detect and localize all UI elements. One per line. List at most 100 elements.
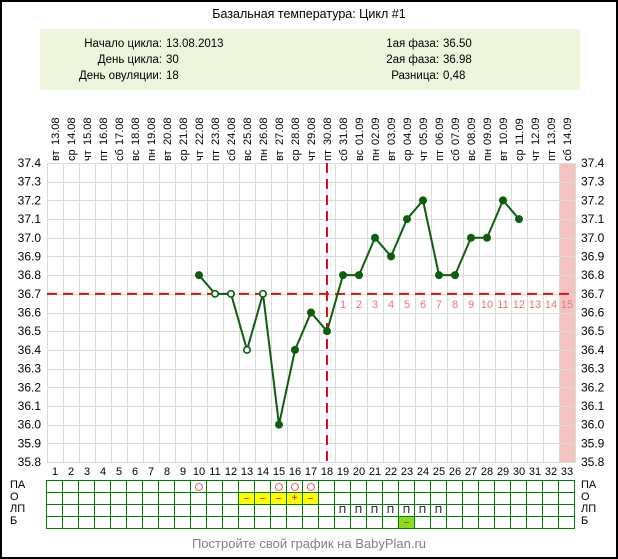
date-label: 31.08: [338, 117, 350, 145]
weekday-label: пн: [258, 149, 270, 161]
y-axis-label: 36.6: [581, 306, 605, 320]
row-label: ПА: [581, 479, 597, 491]
difference-row: Разница: 0,48: [340, 68, 580, 84]
weekday-label: ср: [66, 149, 78, 161]
intercourse-mark-icon: [290, 483, 299, 491]
y-axis-label: 36.4: [581, 343, 605, 357]
difference-label: Разница:: [391, 70, 439, 82]
weekday-label: ср: [402, 149, 414, 161]
date-label: 12.09: [530, 117, 542, 145]
cycle-start-value: 13.08.2013: [166, 38, 224, 50]
y-axis-label: 36.9: [581, 249, 605, 263]
weekday-label: пн: [146, 149, 158, 161]
symbol-cell: [143, 481, 159, 493]
date-label: 20.08: [162, 117, 174, 145]
day-number: 13: [241, 466, 253, 478]
dpo-number: 10: [481, 299, 493, 311]
y-axis-label: 37.1: [18, 212, 42, 226]
cycle-start-label: Начало цикла:: [84, 38, 162, 50]
phase2-value: 36.98: [443, 54, 472, 66]
temp-point-open: [243, 345, 252, 354]
symbol-cell: П: [399, 505, 415, 517]
temp-point-open: [227, 289, 236, 298]
symbol-cell: [63, 493, 79, 505]
symbol-cell: [447, 493, 463, 505]
symbol-cell: [479, 517, 495, 529]
date-label: 16.08: [98, 117, 110, 145]
date-label: 18.08: [130, 117, 142, 145]
date-label: 11.09: [514, 118, 526, 145]
dpo-number: 5: [404, 299, 410, 311]
phase1-value: 36.50: [443, 38, 472, 50]
symbol-cell: [559, 493, 575, 505]
date-label: 24.08: [226, 117, 238, 145]
row-label: ЛП: [10, 503, 26, 515]
y-axis-label: 37.4: [581, 156, 605, 170]
y-axis-label: 37.0: [18, 231, 42, 245]
weekday-label: ср: [514, 149, 526, 161]
weekday-label: чт: [82, 150, 94, 161]
temp-point: [354, 271, 363, 280]
y-axis-label: 36.5: [18, 324, 42, 338]
cycle-day-value: 30: [166, 54, 179, 66]
symbol-cell: [479, 481, 495, 493]
day-number: 33: [561, 466, 573, 478]
symbol-cell: [223, 505, 239, 517]
y-axis-label: 37.4: [18, 156, 42, 170]
weekday-label: чт: [530, 150, 542, 161]
symbol-cell: [319, 517, 335, 529]
y-axis-label: 37.3: [18, 175, 42, 189]
symbol-cell: [447, 517, 463, 529]
day-number: 14: [257, 466, 269, 478]
temp-point: [450, 271, 459, 280]
symbol-cell: [79, 505, 95, 517]
weekday-label: вт: [498, 150, 510, 161]
symbol-cell: [191, 493, 207, 505]
symbol-cell: [271, 517, 287, 529]
symbol-cell: [431, 517, 447, 529]
weekday-label: сб: [114, 149, 126, 161]
symbol-cell: [223, 517, 239, 529]
dpo-number: 9: [468, 299, 474, 311]
symbol-cell: [511, 481, 527, 493]
date-label: 28.08: [290, 117, 302, 145]
intercourse-mark-icon: [274, 483, 283, 491]
temp-point-open: [211, 289, 220, 298]
weekday-label: сб: [338, 149, 350, 161]
y-axis-label: 36.5: [581, 324, 605, 338]
phase1-label: 1ая фаза:: [386, 38, 439, 50]
symbol-cell: П: [383, 505, 399, 517]
date-label: 21.08: [178, 117, 190, 145]
intercourse-mark-icon: [306, 483, 315, 491]
symbol-cell: [47, 517, 63, 529]
symbol-cell: [175, 517, 191, 529]
temp-point: [418, 196, 427, 205]
symbol-cell: [543, 481, 559, 493]
symbol-cell: [127, 517, 143, 529]
symbol-cell: П: [415, 505, 431, 517]
symbol-cell: [367, 517, 383, 529]
dpo-number: 13: [529, 299, 541, 311]
symbol-cell: [367, 481, 383, 493]
y-axis-label: 36.8: [581, 268, 605, 282]
row-label: Б: [581, 515, 589, 527]
symbol-cell: [191, 481, 207, 493]
day-number: 19: [337, 466, 349, 478]
temp-point: [306, 308, 315, 317]
row-labels-right: ПА О ЛП Б: [581, 479, 615, 527]
weekday-label: вс: [130, 149, 142, 161]
symbol-cell: [111, 481, 127, 493]
dpo-number: 14: [545, 299, 557, 311]
date-label: 13.09: [546, 117, 558, 145]
symbol-cell: [447, 505, 463, 517]
symbol-cell: [47, 505, 63, 517]
y-axis-label: 36.1: [581, 399, 605, 413]
symbol-cell: [303, 517, 319, 529]
dpo-number: 12: [513, 299, 525, 311]
dpo-number: 11: [497, 299, 508, 311]
phase2-row: 2ая фаза: 36.98: [340, 52, 580, 68]
symbol-cell: –: [239, 493, 255, 505]
ovulation-day-value: 18: [166, 70, 179, 82]
date-label: 29.08: [306, 117, 318, 145]
symbol-cell: +: [287, 493, 303, 505]
